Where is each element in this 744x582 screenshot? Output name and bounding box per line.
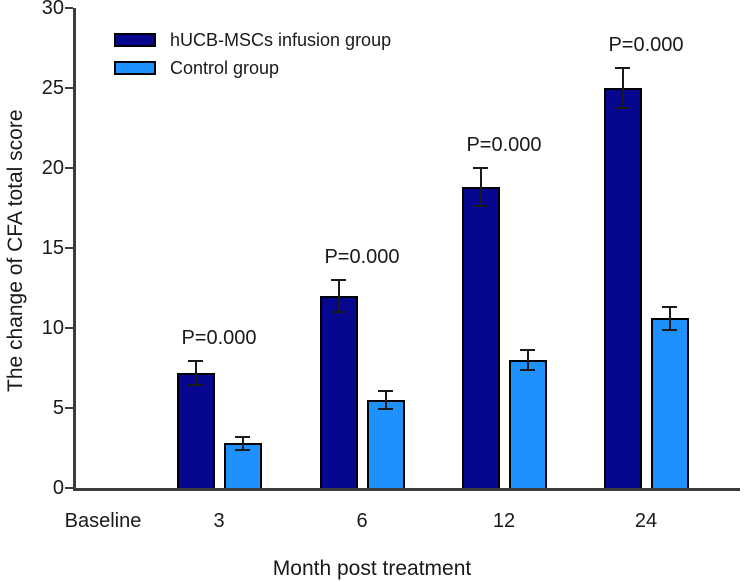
- y-axis-line: [73, 8, 76, 491]
- p-value-label-24: P=0.000: [608, 34, 684, 56]
- error-bar-infusion-12: [479, 168, 482, 207]
- legend-item-control: Control group: [114, 58, 391, 78]
- x-category-label-3: 3: [213, 510, 225, 532]
- legend-swatch-infusion: [114, 33, 156, 47]
- error-bar-infusion-3: [194, 360, 197, 385]
- y-axis-tick: [65, 167, 73, 169]
- y-tick-label: 10: [41, 317, 64, 339]
- error-cap-bottom-infusion-24: [615, 107, 630, 109]
- error-cap-bottom-control-12: [520, 368, 535, 371]
- x-category-label-12: 12: [492, 510, 516, 532]
- error-cap-bottom-infusion-3: [188, 383, 203, 386]
- y-axis-tick: [65, 407, 73, 409]
- error-cap-top-infusion-24: [615, 67, 630, 69]
- error-cap-top-infusion-6: [331, 279, 346, 281]
- y-tick-label: 5: [52, 397, 64, 419]
- p-value-label-6: P=0.000: [324, 246, 400, 268]
- bar-infusion-3: [176, 372, 215, 490]
- error-bar-control-12: [526, 350, 529, 370]
- error-cap-top-infusion-3: [188, 359, 203, 362]
- y-tick-label: 0: [52, 477, 64, 499]
- p-value-label-3: P=0.000: [181, 326, 257, 349]
- error-cap-top-control-24: [662, 306, 677, 309]
- error-cap-bottom-control-24: [662, 328, 677, 331]
- bar-control-24: [650, 318, 689, 490]
- y-tick-label: 15: [41, 237, 64, 259]
- legend-label-control: Control group: [170, 58, 280, 78]
- y-tick-label: 20: [41, 157, 64, 179]
- p-value-label-12: P=0.000: [466, 134, 542, 156]
- bar-control-12: [508, 360, 547, 490]
- error-cap-top-control-12: [520, 349, 535, 352]
- y-axis-tick: [65, 327, 73, 329]
- y-tick-label: 25: [41, 77, 64, 99]
- x-axis-title: Month post treatment: [272, 557, 472, 580]
- error-bar-control-24: [668, 307, 671, 330]
- error-bar-control-3: [241, 436, 244, 450]
- error-cap-bottom-infusion-6: [331, 311, 346, 313]
- error-cap-bottom-infusion-12: [473, 205, 488, 208]
- legend-swatch-control: [114, 61, 156, 75]
- x-category-label-baseline: Baseline: [64, 510, 142, 532]
- error-bar-control-6: [384, 391, 387, 409]
- y-axis-tick: [65, 487, 73, 489]
- x-category-label-24: 24: [634, 510, 658, 532]
- error-cap-top-control-6: [378, 390, 393, 393]
- legend-label-infusion: hUCB-MSCs infusion group: [170, 30, 392, 50]
- bar-infusion-24: [603, 88, 642, 490]
- x-category-label-6: 6: [356, 510, 368, 532]
- bar-control-6: [366, 400, 405, 490]
- error-cap-bottom-control-6: [378, 407, 393, 410]
- bar-infusion-12: [461, 187, 500, 490]
- legend-item-infusion: hUCB-MSCs infusion group: [114, 30, 391, 50]
- error-bar-infusion-6: [337, 280, 340, 312]
- y-axis-tick: [65, 247, 73, 249]
- error-cap-top-control-3: [235, 435, 250, 438]
- y-tick-label: 30: [41, 0, 64, 19]
- error-bar-infusion-24: [621, 68, 624, 108]
- legend: hUCB-MSCs infusion group Control group: [114, 30, 391, 78]
- y-axis-tick: [65, 7, 73, 9]
- y-axis-tick: [65, 87, 73, 89]
- error-cap-top-infusion-12: [473, 167, 488, 169]
- x-axis-line: [73, 488, 740, 491]
- error-cap-bottom-control-3: [235, 448, 250, 451]
- bar-infusion-6: [319, 296, 358, 490]
